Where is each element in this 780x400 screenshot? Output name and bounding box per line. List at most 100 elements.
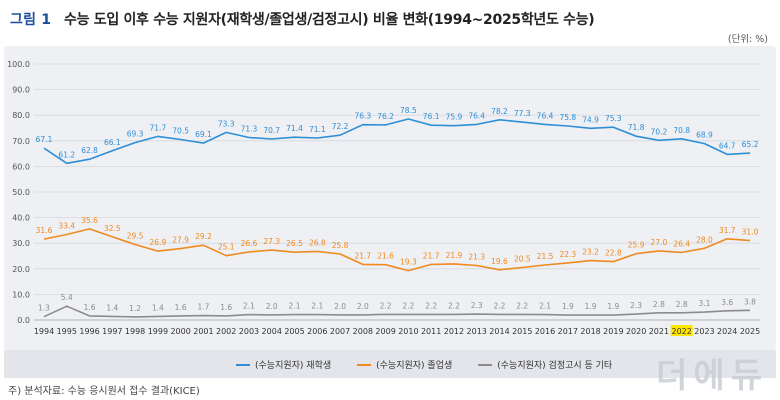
data-label-series-3: 2.2: [494, 301, 506, 310]
data-label-series-1: 72.2: [332, 122, 349, 131]
x-tick-label: 2012: [444, 327, 464, 336]
data-label-series-1: 68.9: [696, 131, 713, 140]
x-tick-label: 2010: [398, 327, 418, 336]
data-label-series-1: 76.4: [537, 111, 554, 120]
data-label-series-1: 67.1: [36, 135, 53, 144]
x-tick-label: 1995: [57, 327, 77, 336]
x-tick-label: 2024: [717, 327, 737, 336]
data-label-series-2: 21.7: [423, 251, 440, 260]
data-label-series-3: 1.7: [197, 303, 209, 312]
data-label-series-3: 3.6: [721, 298, 733, 307]
data-label-series-2: 22.3: [559, 250, 576, 259]
data-label-series-2: 25.1: [218, 243, 235, 252]
data-label-series-2: 27.0: [651, 238, 668, 247]
x-tick-label: 2019: [603, 327, 623, 336]
y-tick-label: 90.0: [12, 86, 30, 95]
data-label-series-2: 26.9: [150, 238, 167, 247]
data-label-series-1: 62.8: [81, 146, 98, 155]
data-label-series-2: 31.0: [742, 228, 759, 237]
data-label-series-1: 71.1: [309, 125, 326, 134]
x-tick-label: 2017: [558, 327, 578, 336]
x-tick-label: 2004: [262, 327, 282, 336]
data-label-series-1: 75.8: [559, 113, 576, 122]
data-label-series-2: 28.0: [696, 235, 713, 244]
x-tick-label: 1996: [79, 327, 99, 336]
data-label-series-1: 70.2: [651, 127, 668, 136]
legend-swatch-series-2: [357, 363, 372, 366]
legend-label-series-2: (수능지원자) 졸업생: [376, 361, 453, 371]
x-tick-label: 2022: [671, 327, 691, 336]
legend-item-series-2: (수능지원자) 졸업생: [357, 358, 452, 371]
data-label-series-3: 1.4: [152, 303, 164, 312]
x-tick-label: 1997: [102, 327, 122, 336]
data-label-series-1: 75.9: [446, 113, 463, 122]
data-label-series-1: 75.3: [605, 114, 622, 123]
data-label-series-3: 2.2: [448, 301, 460, 310]
legend-item-series-1: (수능지원자) 재학생: [236, 358, 331, 371]
x-tick-label: 2016: [535, 327, 555, 336]
data-label-series-3: 1.6: [220, 303, 232, 312]
data-label-series-2: 31.7: [719, 226, 736, 235]
data-label-series-3: 2.2: [425, 301, 437, 310]
data-label-series-1: 71.3: [241, 124, 258, 133]
data-label-series-1: 70.5: [172, 127, 189, 136]
data-label-series-3: 1.6: [84, 303, 96, 312]
data-label-series-3: 2.1: [311, 302, 323, 311]
data-label-series-3: 2.2: [402, 301, 414, 310]
x-tick-label: 1994: [34, 327, 54, 336]
x-tick-label: 2023: [694, 327, 714, 336]
unit-label: (단위: %): [727, 34, 768, 45]
data-label-series-3: 1.9: [562, 302, 574, 311]
y-tick-label: 60.0: [12, 162, 30, 171]
data-label-series-3: 3.8: [744, 297, 756, 306]
data-label-series-3: 2.0: [266, 302, 278, 311]
data-label-series-2: 21.6: [377, 252, 394, 261]
data-label-series-3: 2.2: [380, 301, 392, 310]
x-tick-label: 2007: [330, 327, 350, 336]
data-label-series-3: 1.6: [175, 303, 187, 312]
data-label-series-1: 76.4: [468, 111, 485, 120]
x-tick-highlight: [670, 325, 693, 336]
x-tick-label: 2008: [353, 327, 373, 336]
legend-label-series-1: (수능지원자) 재학생: [255, 361, 332, 371]
data-label-series-1: 73.3: [218, 119, 235, 128]
x-tick-label: 1998: [125, 327, 145, 336]
gridlines: [34, 63, 760, 321]
data-label-series-3: 2.1: [289, 302, 301, 311]
x-tick-label: 1999: [148, 327, 168, 336]
x-tick-label: 2003: [239, 327, 259, 336]
legend-swatch-series-1: [236, 363, 250, 366]
chart-title: 수능 도입 이후 수능 지원자(재학생/졸업생/검정고시) 비율 변화(1994…: [64, 12, 595, 28]
data-label-series-1: 70.7: [263, 126, 280, 135]
x-tick-label: 2011: [421, 327, 441, 336]
data-label-series-2: 26.5: [286, 239, 303, 248]
data-label-series-1: 65.2: [742, 140, 759, 149]
data-label-series-2: 33.4: [58, 221, 75, 230]
legend-label-series-3: (수능지원자) 검정고시 등 기타: [497, 361, 613, 371]
chart-panel: [4, 46, 776, 350]
y-tick-label: 100.0: [7, 60, 30, 69]
x-tick-label: 2006: [307, 327, 327, 336]
data-label-series-1: 69.1: [195, 130, 212, 139]
data-label-series-1: 71.7: [150, 123, 167, 132]
data-label-series-2: 29.2: [195, 232, 212, 241]
x-tick-label: 2013: [467, 327, 487, 336]
series-line-1: [43, 118, 751, 165]
series-line-2: [43, 228, 751, 272]
data-label-series-2: 22.8: [605, 249, 622, 258]
data-label-series-1: 74.9: [582, 115, 599, 124]
data-label-series-3: 2.0: [357, 302, 369, 311]
x-tick-label: 2018: [580, 327, 600, 336]
series-lines: [43, 118, 751, 318]
x-tick-label: 2000: [170, 327, 190, 336]
legend: (수능지원자) 재학생 (수능지원자) 졸업생 (수능지원자) 검정고시 등 기…: [236, 358, 612, 371]
y-tick-label: 80.0: [12, 111, 30, 120]
data-label-series-2: 20.5: [514, 255, 531, 264]
x-tick-label: 2009: [375, 327, 395, 336]
y-tick-label: 20.0: [12, 265, 30, 274]
data-label-series-3: 2.3: [471, 301, 483, 310]
data-label-series-3: 1.9: [607, 302, 619, 311]
data-label-series-3: 1.3: [38, 304, 50, 313]
data-label-series-1: 77.3: [514, 109, 531, 118]
